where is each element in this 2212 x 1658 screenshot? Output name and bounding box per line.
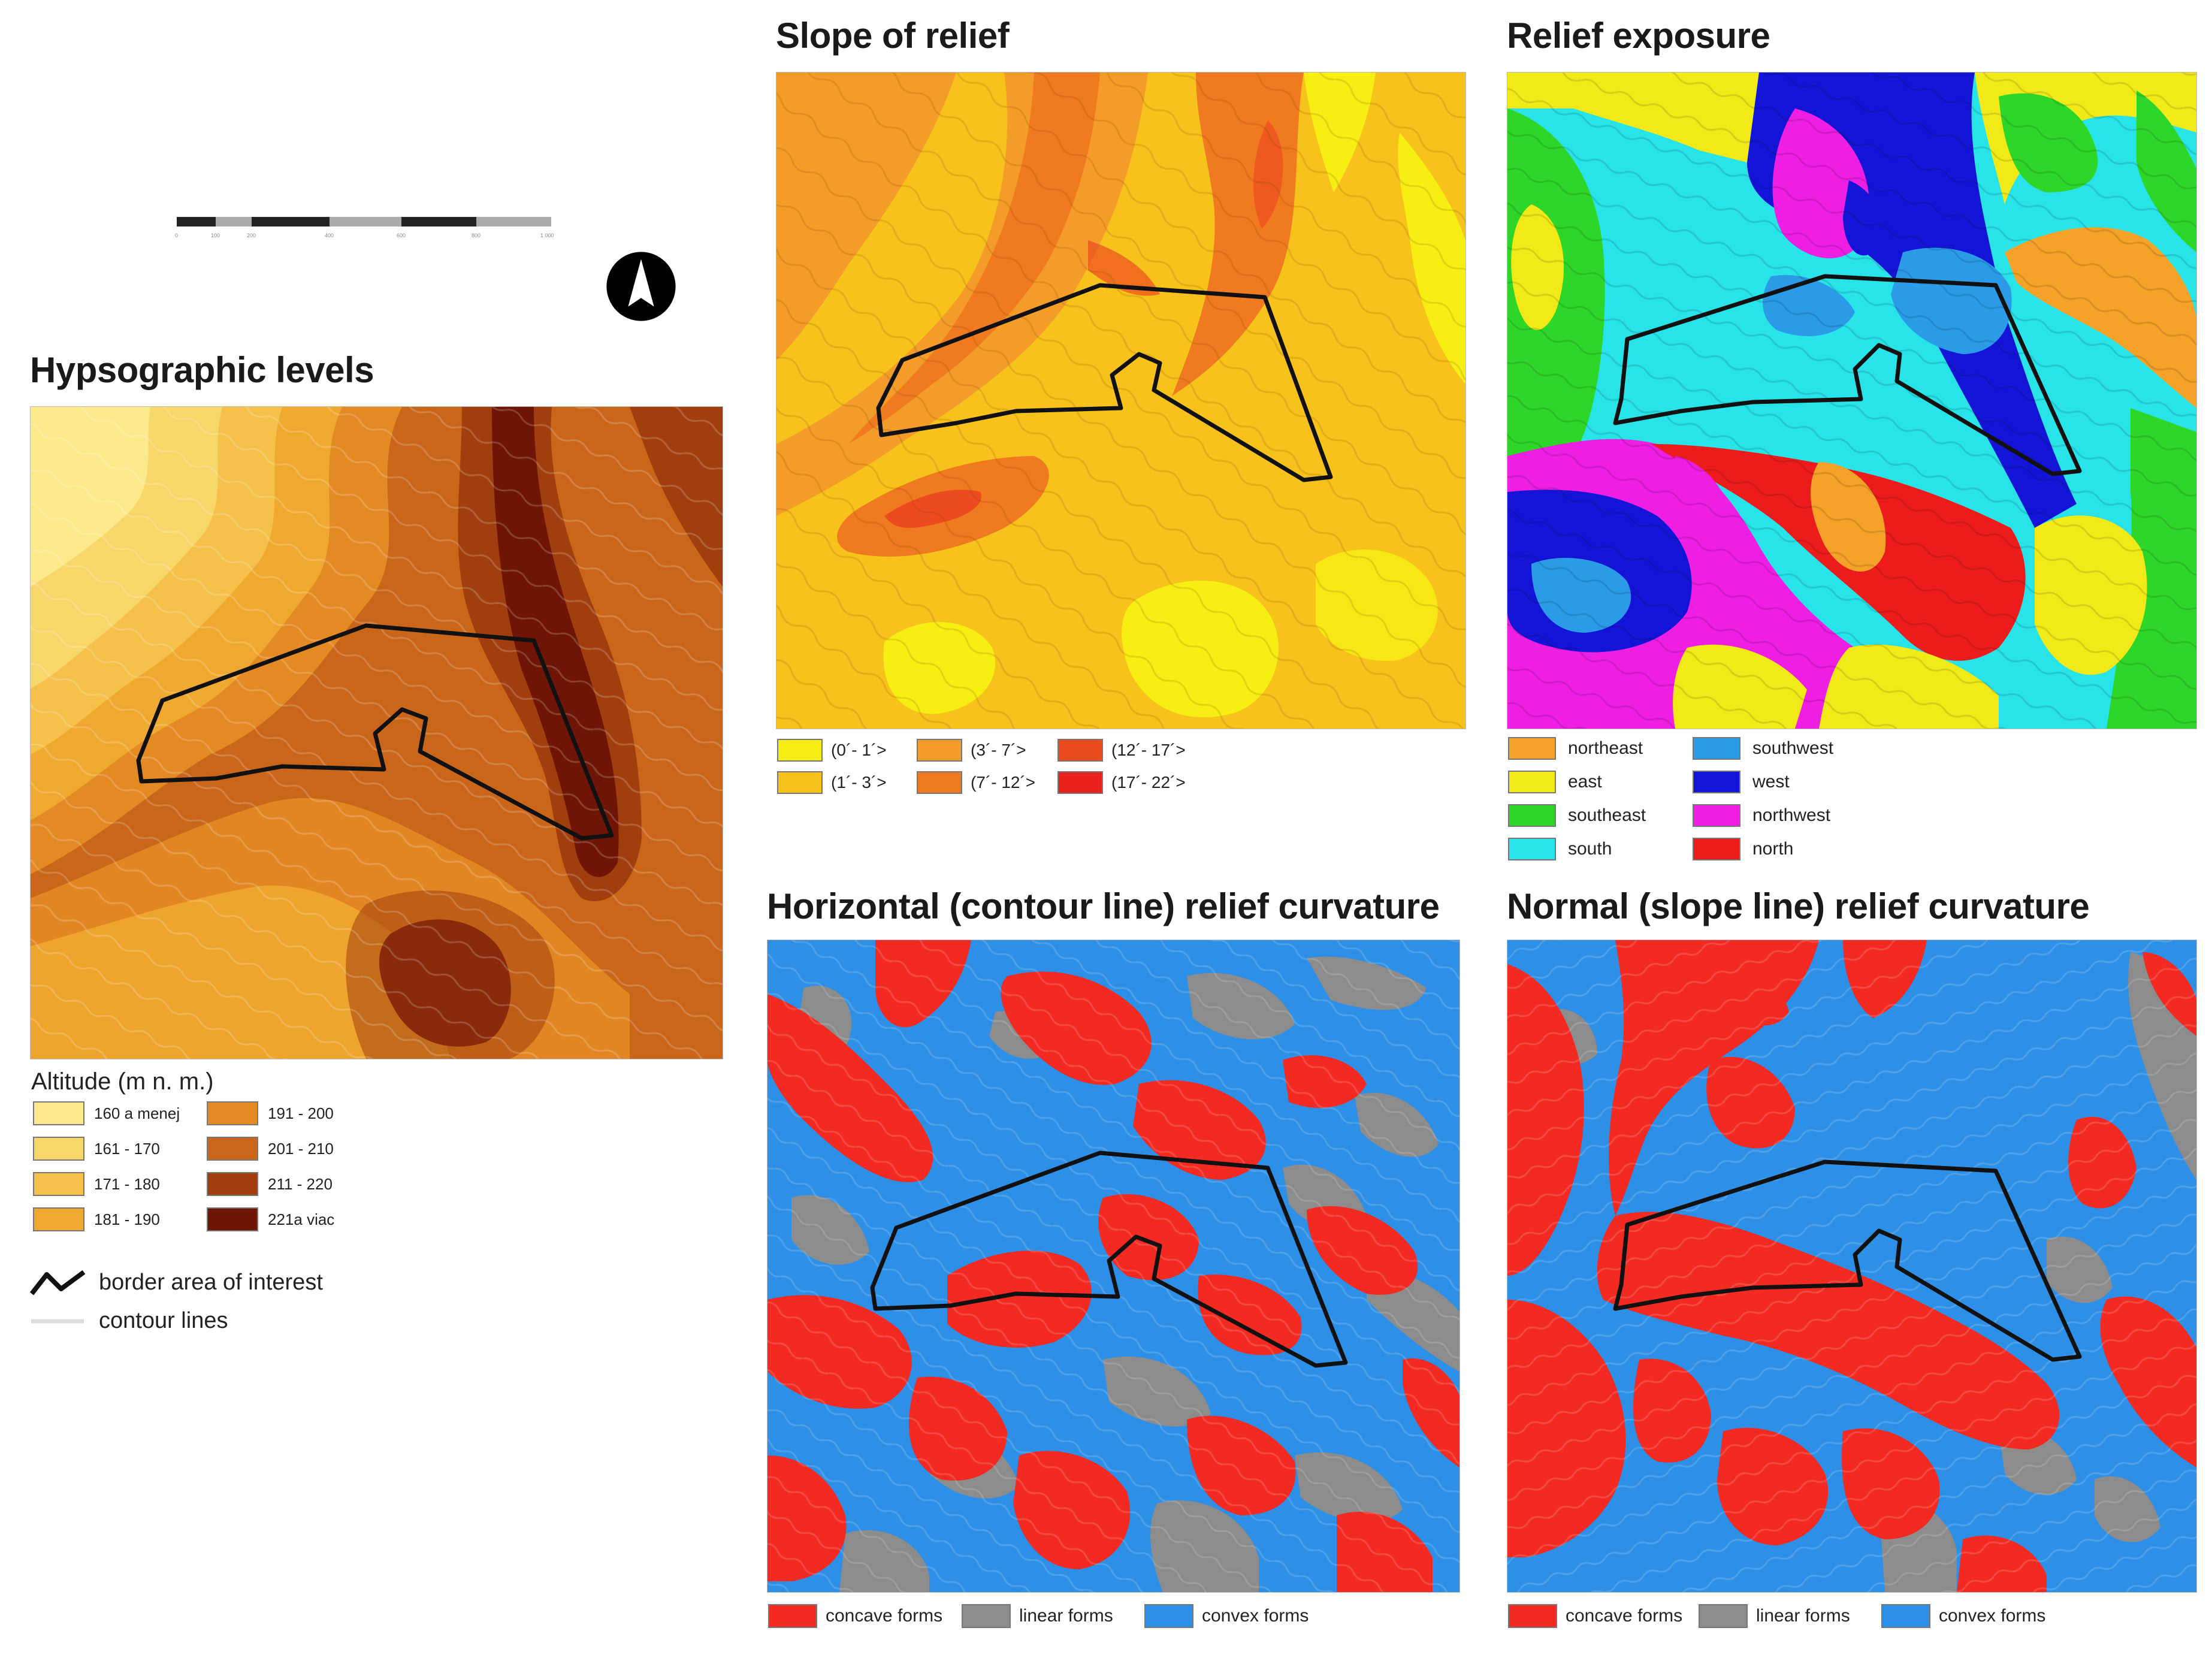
- legend-swatch: [1693, 838, 1740, 860]
- normal-curvature-title: Normal (slope line) relief curvature: [1507, 886, 2090, 926]
- legend-swatch: [207, 1207, 258, 1231]
- hypsographic-map: [30, 406, 723, 1059]
- legend-item: (12´- 17´>: [1057, 739, 1186, 762]
- legend-item: 160 a menej: [33, 1101, 180, 1125]
- legend-swatch: [33, 1172, 84, 1196]
- legend-swatch: [777, 739, 823, 762]
- scale-bar: [177, 217, 551, 226]
- legend-swatch: [1057, 739, 1103, 762]
- legend-swatch: [1144, 1604, 1193, 1628]
- legend-swatch: [1693, 804, 1740, 827]
- legend-swatch: [1508, 771, 1556, 793]
- hypsographic-title: Hypsographic levels: [30, 350, 374, 390]
- legend-item: west: [1693, 771, 1790, 793]
- legend-item: 181 - 190: [33, 1207, 160, 1231]
- legend-item-border: border area of interest: [30, 1267, 323, 1297]
- legend-item: east: [1508, 771, 1602, 793]
- legend-item: 171 - 180: [33, 1172, 160, 1196]
- legend-item: south: [1508, 838, 1612, 860]
- border-area-of-interest: [136, 623, 614, 841]
- relief-exposure-map: [1507, 72, 2197, 729]
- legend-swatch: [962, 1604, 1011, 1628]
- legend-swatch: [768, 1604, 817, 1628]
- altitude-legend-title: Altitude (m n. m.): [31, 1068, 214, 1095]
- legend-item: southeast: [1508, 804, 1646, 827]
- horizontal-curvature-map: [767, 940, 1460, 1593]
- legend-item: convex forms: [1144, 1604, 1309, 1628]
- legend-swatch: [1508, 1604, 1557, 1628]
- legend-swatch: [1693, 737, 1740, 760]
- legend-swatch: [917, 739, 962, 762]
- legend-item: southwest: [1693, 737, 1833, 760]
- legend-swatch: [207, 1172, 258, 1196]
- slope-map: [776, 72, 1466, 729]
- legend-item: (3´- 7´>: [917, 739, 1026, 762]
- legend-swatch: [33, 1137, 84, 1161]
- legend-item: north: [1693, 838, 1793, 860]
- legend-swatch: [207, 1137, 258, 1161]
- normal-curvature-map: [1507, 940, 2197, 1593]
- legend-item: 191 - 200: [207, 1101, 334, 1125]
- horizontal-curvature-title: Horizontal (contour line) relief curvatu…: [767, 886, 1440, 926]
- legend-swatch: [917, 771, 962, 794]
- legend-item: 221a viac: [207, 1207, 334, 1231]
- legend-item: linear forms: [1699, 1604, 1850, 1628]
- legend-item: northeast: [1508, 737, 1643, 760]
- legend-item: northwest: [1693, 804, 1830, 827]
- legend-swatch: [1699, 1604, 1748, 1628]
- legend-swatch: [1881, 1604, 1930, 1628]
- legend-item: concave forms: [768, 1604, 942, 1628]
- legend-swatch: [33, 1101, 84, 1125]
- legend-item: (0´- 1´>: [777, 739, 887, 762]
- legend-item: (7´- 12´>: [917, 771, 1035, 794]
- contour-line-icon: [31, 1319, 84, 1323]
- legend-item: 211 - 220: [207, 1172, 333, 1196]
- legend-swatch: [777, 771, 823, 794]
- legend-item: (17´- 22´>: [1057, 771, 1186, 794]
- legend-swatch: [33, 1207, 84, 1231]
- north-arrow-icon: [605, 250, 677, 322]
- legend-swatch: [1508, 737, 1556, 760]
- legend-item: linear forms: [962, 1604, 1113, 1628]
- legend-item: convex forms: [1881, 1604, 2045, 1628]
- slope-title: Slope of relief: [776, 16, 1010, 56]
- legend-item: (1´- 3´>: [777, 771, 887, 794]
- legend-item: 201 - 210: [207, 1137, 334, 1161]
- legend-swatch: [1057, 771, 1103, 794]
- exposure-title: Relief exposure: [1507, 16, 1770, 56]
- legend-item: concave forms: [1508, 1604, 1682, 1628]
- legend-swatch: [1693, 771, 1740, 793]
- legend-swatch: [1508, 838, 1556, 860]
- legend-item: 161 - 170: [33, 1137, 160, 1161]
- legend-swatch: [1508, 804, 1556, 827]
- legend-swatch: [207, 1101, 258, 1125]
- border-line-icon: [30, 1270, 86, 1295]
- legend-item-contour: contour lines: [30, 1308, 228, 1334]
